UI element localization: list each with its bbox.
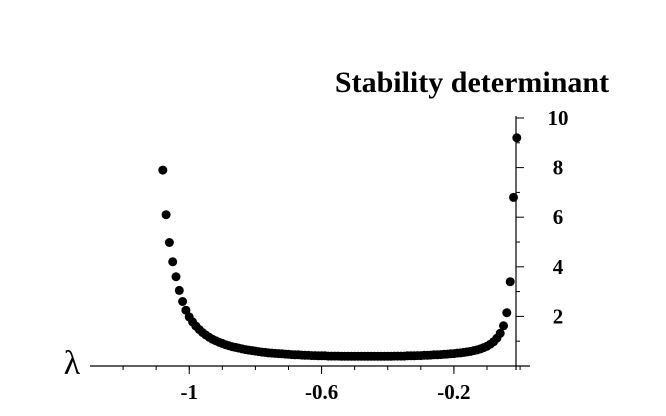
x-tick-label: -0.2 [437, 380, 470, 404]
data-point [502, 308, 512, 318]
x-ticks: -1 -0.6 -0.2 [122, 366, 521, 404]
data-point [168, 257, 178, 267]
data-point [509, 192, 518, 202]
data-point [505, 277, 515, 287]
data-point [512, 133, 522, 143]
y-tick-label: 8 [553, 156, 564, 180]
y-tick-label: 4 [553, 255, 564, 279]
data-points [158, 133, 522, 361]
data-point [499, 321, 508, 331]
x-tick-label: -1 [180, 380, 198, 404]
data-point [178, 297, 188, 306]
y-tick-label: 10 [548, 106, 569, 130]
data-point [158, 165, 168, 175]
y-ticks: 2 4 6 8 10 [516, 106, 569, 342]
data-point [495, 328, 505, 338]
chart-title: Stability determinant [335, 66, 609, 99]
data-point [161, 210, 171, 220]
data-point [164, 238, 174, 247]
data-point [171, 272, 181, 282]
y-tick-label: 2 [553, 304, 564, 328]
data-point [181, 305, 191, 315]
y-tick-label: 6 [553, 205, 564, 229]
x-axis-symbol: λ [64, 345, 81, 382]
data-point [174, 285, 184, 295]
x-tick-label: -0.6 [305, 380, 338, 404]
